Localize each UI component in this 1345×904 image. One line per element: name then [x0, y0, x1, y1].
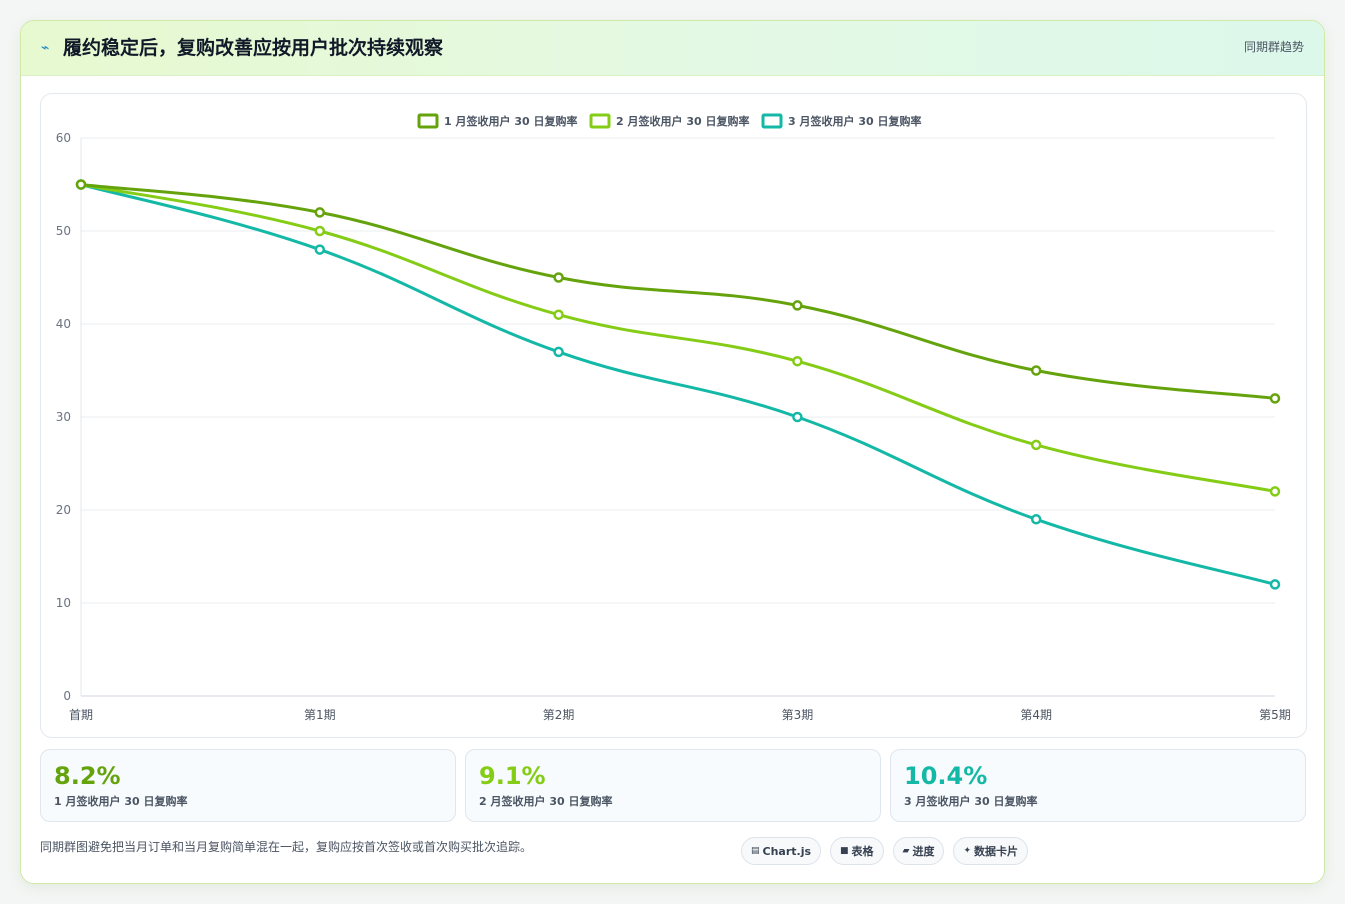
legend-swatch: [589, 113, 611, 129]
chip-table[interactable]: ■ 表格: [830, 837, 884, 865]
x-tick-label: 第2期: [543, 708, 575, 722]
progress-icon: ▰: [902, 846, 910, 856]
y-tick-label: 40: [56, 317, 71, 331]
chip-chartjs[interactable]: ▤ Chart.js: [741, 837, 822, 865]
data-point: [553, 309, 564, 320]
chip-label: 进度: [912, 845, 935, 858]
stat-value: 8.2%: [54, 762, 121, 790]
data-point: [1030, 514, 1042, 525]
legend-swatch: [761, 113, 783, 129]
legend-swatch: [417, 113, 439, 129]
y-tick-label: 10: [56, 596, 71, 610]
data-point: [314, 244, 326, 255]
x-tick-label: 首期: [69, 708, 93, 722]
data-point: [1269, 486, 1281, 497]
card-icon: ✦: [963, 846, 972, 856]
stat-label: 1 月签收用户 30 日复购率: [54, 795, 188, 808]
y-tick-label: 20: [56, 503, 71, 517]
legend-label: 3 月签收用户 30 日复购率: [788, 114, 921, 128]
table-icon: ■: [840, 846, 849, 856]
series-line: [80, 183, 1276, 493]
y-tick-label: 50: [56, 224, 71, 238]
header-tag: 同期群趋势: [1243, 40, 1304, 54]
cohort-card: ⌁ 履约稳定后，复购改善应按用户批次持续观察 同期群趋势 0 10 20 30 40 50…: [20, 20, 1325, 884]
y-tick-label: 60: [56, 131, 71, 145]
data-point: [75, 179, 87, 190]
page-title: 履约稳定后，复购改善应按用户批次持续观察: [63, 37, 444, 59]
stat-value: 9.1%: [479, 762, 546, 790]
tech-chips: ▤ Chart.js ■ 表格 ▰ 进度 ✦ 数据卡片: [741, 837, 1029, 865]
data-point: [553, 346, 564, 358]
x-tick-label: 第5期: [1259, 708, 1291, 722]
card-header: ⌁ 履约稳定后，复购改善应按用户批次持续观察 同期群趋势: [21, 21, 1324, 76]
chip-datacard[interactable]: ✦ 数据卡片: [953, 837, 1029, 865]
legend-label: 2 月签收用户 30 日复购率: [616, 114, 749, 128]
legend-label: 1 月签收用户 30 日复购率: [444, 114, 577, 128]
chart-icon: ▤: [751, 846, 760, 856]
stat-label: 2 月签收用户 30 日复购率: [479, 795, 613, 808]
x-tick-label: 第4期: [1020, 708, 1052, 722]
chip-label: 数据卡片: [974, 845, 1019, 858]
chip-label: Chart.js: [762, 844, 812, 858]
data-point: [1030, 365, 1042, 376]
trend-icon: ⌁: [41, 40, 50, 56]
x-tick-label: 第3期: [782, 708, 814, 722]
data-point: [1269, 393, 1281, 404]
chip-label: 表格: [851, 845, 874, 858]
line-chart: 0 10 20 30 40 50 60 首期 第1期 第2期 第3期 第4期 第5期 1 月签收用户 30…: [56, 113, 1291, 722]
stat-card-3: 10.4% 3 月签收用户 30 日复购率: [890, 749, 1306, 822]
series-line: [80, 183, 1276, 400]
stat-card-1: 8.2% 1 月签收用户 30 日复购率: [40, 749, 456, 822]
y-tick-label: 0: [63, 689, 71, 703]
footnote: 同期群图避免把当月订单和当月复购简单混在一起，复购应按首次签收或首次购买批次追踪…: [40, 840, 533, 854]
data-point: [792, 355, 803, 367]
chart-container: 0 10 20 30 40 50 60 首期 第1期 第2期 第3期 第4期 第5期 1 月签收用户 30…: [40, 93, 1307, 738]
data-point: [1269, 579, 1281, 590]
data-point: [553, 272, 564, 283]
data-point: [314, 207, 326, 218]
series-line: [80, 183, 1276, 586]
chip-progress[interactable]: ▰ 进度: [892, 837, 945, 865]
y-tick-label: 30: [56, 410, 71, 424]
data-point: [314, 225, 326, 237]
x-tick-label: 第1期: [304, 708, 336, 722]
stat-card-2: 9.1% 2 月签收用户 30 日复购率: [465, 749, 881, 822]
data-point: [792, 300, 803, 311]
stat-label: 3 月签收用户 30 日复购率: [904, 795, 1038, 808]
stat-value: 10.4%: [904, 762, 988, 790]
data-point: [792, 411, 803, 423]
data-point: [1030, 439, 1042, 451]
